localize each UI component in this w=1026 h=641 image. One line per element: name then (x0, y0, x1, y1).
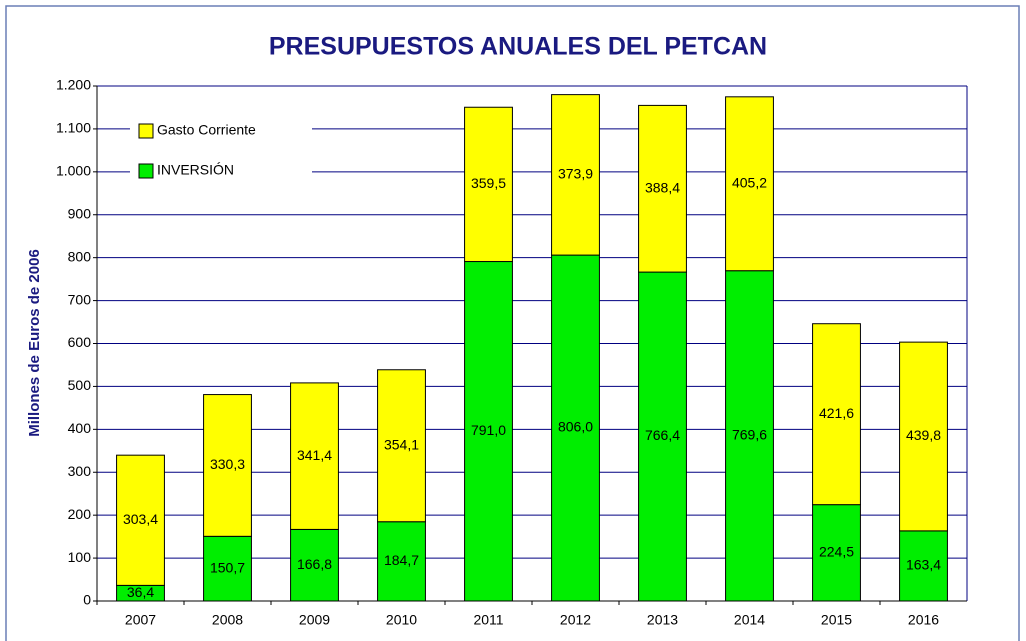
bar-segment (551, 254, 600, 602)
y-tick-label: 1.000 (56, 163, 91, 179)
bar-segment (290, 382, 339, 530)
data-label: 766,4 (645, 427, 680, 443)
legend-swatch (138, 123, 154, 139)
x-tick-label: 2013 (647, 612, 678, 628)
data-label: 184,7 (384, 552, 419, 568)
bar-segment (551, 94, 600, 256)
x-tick-label: 2010 (386, 612, 417, 628)
data-label: 166,8 (297, 556, 332, 572)
y-tick-label: 1.200 (56, 77, 91, 93)
data-label: 36,4 (127, 584, 154, 600)
chart-title: PRESUPUESTOS ANUALES DEL PETCAN (269, 33, 767, 61)
x-tick-label: 2008 (212, 612, 243, 628)
y-tick-label: 1.100 (56, 120, 91, 136)
bar-segment (812, 323, 861, 506)
data-label: 224,5 (819, 544, 854, 560)
legend-swatch (138, 163, 154, 179)
data-label: 388,4 (645, 179, 680, 195)
y-tick-label: 700 (68, 291, 92, 307)
bar-segment (899, 530, 948, 602)
y-tick-label: 400 (68, 420, 92, 436)
bar-segment (725, 270, 774, 602)
x-tick-label: 2015 (821, 612, 852, 628)
x-tick-label: 2016 (908, 612, 939, 628)
data-label: 354,1 (384, 436, 419, 452)
legend-label: INVERSIÓN (157, 162, 234, 178)
data-label: 303,4 (123, 511, 158, 527)
data-label: 439,8 (906, 427, 941, 443)
y-tick-label: 100 (68, 549, 92, 565)
data-label: 150,7 (210, 559, 245, 575)
bar-segment (203, 394, 252, 537)
data-label: 791,0 (471, 422, 506, 438)
bar-segment (638, 104, 687, 273)
bar-segment (377, 521, 426, 602)
data-label: 359,5 (471, 175, 506, 191)
data-label: 341,4 (297, 447, 332, 463)
y-tick-label: 300 (68, 463, 92, 479)
bar-segment (203, 535, 252, 602)
bar-segment (464, 261, 513, 602)
y-tick-label: 900 (68, 205, 92, 221)
bar-segment (290, 528, 339, 602)
data-label: 330,3 (210, 456, 245, 472)
bar-segment (464, 106, 513, 263)
x-tick-label: 2012 (560, 612, 591, 628)
x-tick-label: 2011 (473, 612, 503, 628)
data-label: 421,6 (819, 405, 854, 421)
y-tick-label: 500 (68, 377, 92, 393)
data-label: 373,9 (558, 166, 593, 182)
bar-segment (725, 96, 774, 272)
bar-segment (377, 369, 426, 523)
bar-segment (899, 341, 948, 532)
y-tick-label: 600 (68, 334, 92, 350)
y-tick-label: 800 (68, 248, 92, 264)
legend-box (130, 112, 312, 192)
x-tick-label: 2007 (125, 612, 156, 628)
bar-segment (116, 454, 165, 586)
y-axis-label: Millones de Euros de 2006 (26, 249, 43, 437)
y-tick-label: 200 (68, 506, 92, 522)
y-tick-label: 0 (83, 592, 91, 608)
x-tick-label: 2014 (734, 612, 765, 628)
legend-label: Gasto Corriente (157, 122, 256, 138)
data-label: 163,4 (906, 557, 941, 573)
data-label: 769,6 (732, 427, 767, 443)
bar-segment (638, 271, 687, 602)
data-label: 806,0 (558, 419, 593, 435)
x-tick-label: 2009 (299, 612, 330, 628)
data-label: 405,2 (732, 174, 767, 190)
